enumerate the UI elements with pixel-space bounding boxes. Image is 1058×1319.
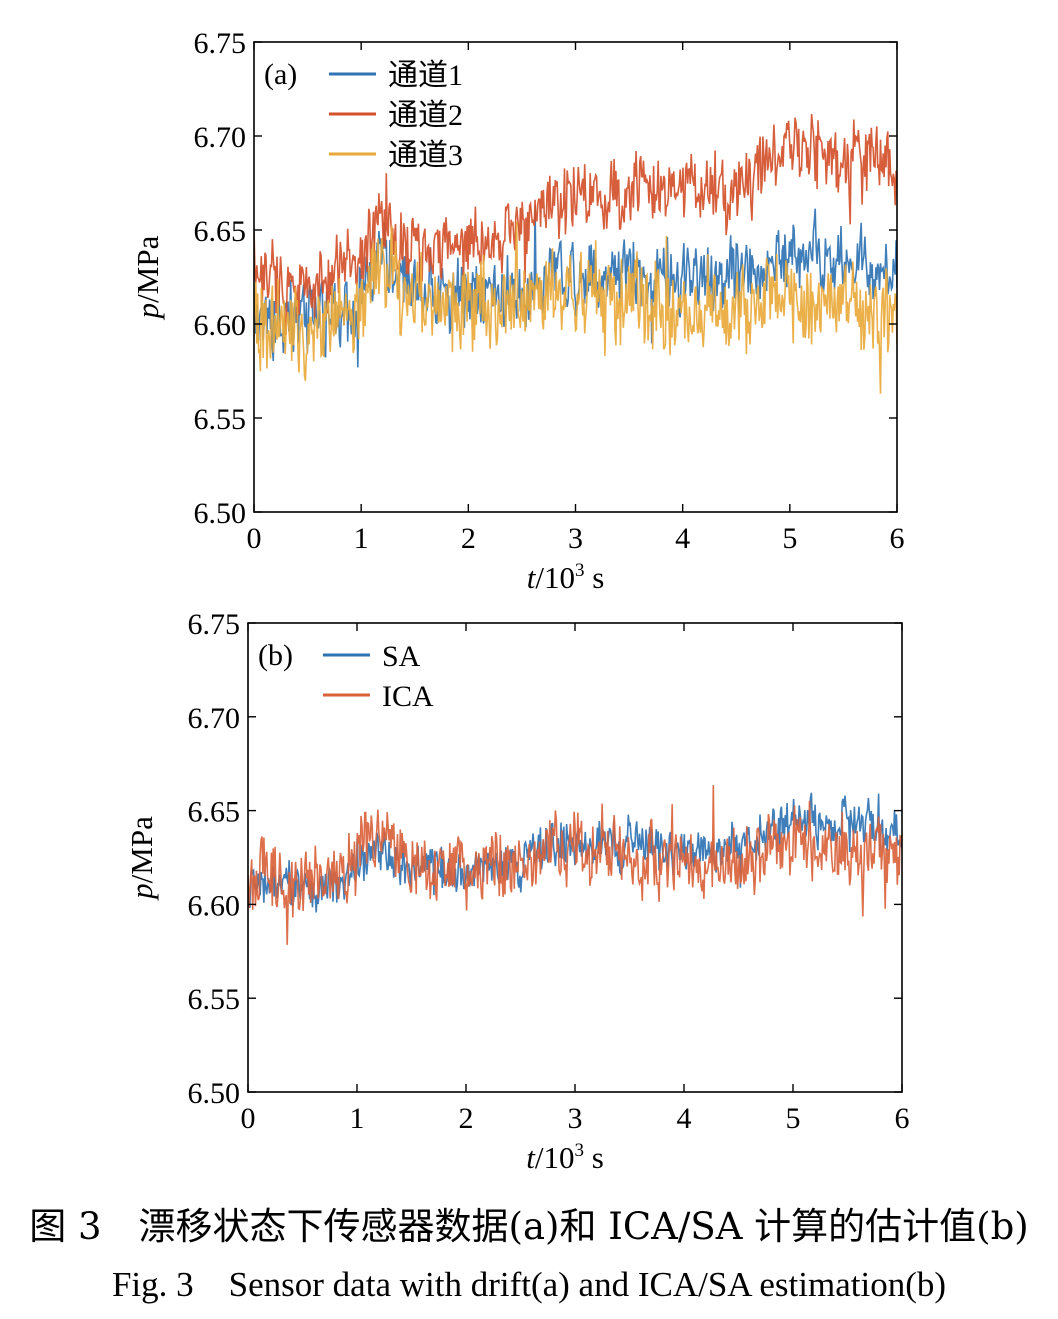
x-axis-label-unit: /10 <box>535 1140 575 1175</box>
x-axis-label-var: t <box>527 560 537 595</box>
x-axis-label-exp: 3 <box>574 1140 584 1161</box>
legend-label-2: 通道2 <box>388 99 463 132</box>
figure: 0 1 2 3 4 5 66.506.556.606.656.706.75t/103 sp/… <box>124 27 910 1175</box>
y-axis-label-var: p <box>124 883 159 901</box>
x-axis-label: t/103 s <box>526 1140 604 1175</box>
x-tick-label: 2 <box>459 1102 474 1135</box>
series-line-2 <box>248 785 902 945</box>
x-tick-label: 1 <box>350 1102 365 1135</box>
y-tick-label: 6.70 <box>188 702 241 735</box>
x-tick-label: 4 <box>675 522 690 555</box>
series-group <box>254 113 897 394</box>
figure-caption-english: Fig. 3 Sensor data with drift(a) and ICA… <box>111 1265 947 1304</box>
y-tick-label: 6.75 <box>194 27 247 60</box>
x-tick-label: 1 <box>354 522 369 555</box>
y-tick-label: 6.50 <box>194 497 247 530</box>
y-axis-label-unit: /MPa <box>130 235 165 302</box>
x-tick-label: 0 <box>241 1102 256 1135</box>
series-group <box>248 785 902 945</box>
y-axis-label: p/MPa <box>130 235 165 320</box>
x-axis-label-exp: 3 <box>575 560 585 581</box>
x-tick-label: 6 <box>895 1102 910 1135</box>
y-tick-label: 6.55 <box>194 403 247 436</box>
y-axis-label: p/MPa <box>124 816 159 901</box>
y-tick-label: 6.65 <box>188 796 241 829</box>
x-tick-label: 5 <box>782 522 797 555</box>
x-tick-label: 6 <box>890 522 905 555</box>
legend-label-3: 通道3 <box>388 139 463 172</box>
y-axis-label-unit: /MPa <box>124 816 159 883</box>
x-tick-label: 2 <box>461 522 476 555</box>
legend-label-1: 通道1 <box>388 59 463 92</box>
series-line-3 <box>254 221 897 394</box>
chart-panel-a: 0 1 2 3 4 5 66.506.556.606.656.706.75t/103 sp/… <box>130 27 905 595</box>
x-tick-label: 0 <box>247 522 262 555</box>
x-axis-label-var: t <box>526 1140 536 1175</box>
x-tick-label: 3 <box>568 522 583 555</box>
x-tick-label: 4 <box>677 1102 692 1135</box>
y-tick-label: 6.65 <box>194 215 247 248</box>
y-tick-label: 6.70 <box>194 121 247 154</box>
series-line-1 <box>254 205 897 368</box>
y-axis-label-var: p <box>130 303 165 321</box>
x-axis-label: t/103 s <box>527 560 605 595</box>
panel-label: (a) <box>264 58 297 91</box>
y-tick-label: 6.55 <box>188 983 241 1016</box>
legend-label-2: ICA <box>382 680 434 713</box>
panel-label: (b) <box>258 639 293 672</box>
legend-label-1: SA <box>382 640 421 673</box>
y-tick-label: 6.60 <box>194 309 247 342</box>
x-axis-label-unit: /10 <box>535 560 575 595</box>
y-tick-label: 6.75 <box>188 608 241 641</box>
x-axis-label-tail: s <box>584 560 604 595</box>
series-line-2 <box>254 113 897 335</box>
x-tick-label: 5 <box>786 1102 801 1135</box>
chart-panel-b: 0 1 2 3 4 5 66.506.556.606.656.706.75t/103 sp/… <box>124 608 910 1175</box>
y-tick-label: 6.50 <box>188 1077 241 1110</box>
x-tick-label: 3 <box>568 1102 583 1135</box>
x-axis-label-tail: s <box>584 1140 604 1175</box>
figure-caption-chinese: 图 3 漂移状态下传感器数据(a)和 ICA/SA 计算的估计值(b) <box>29 1205 1029 1248</box>
y-tick-label: 6.60 <box>188 889 241 922</box>
